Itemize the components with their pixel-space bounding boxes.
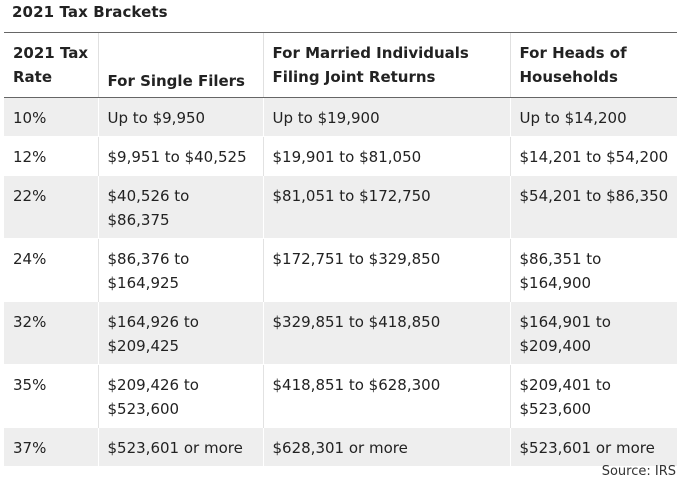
head-cell: $209,401 to $523,600 — [509, 364, 677, 428]
table-header-row: 2021 Tax Rate For Single Filers For Marr… — [4, 32, 677, 98]
married-cell: $81,051 to $172,750 — [262, 175, 510, 239]
married-cell: $418,851 to $628,300 — [262, 364, 510, 428]
table-row: 37% $523,601 or more $628,301 or more $5… — [4, 427, 677, 467]
head-cell: Up to $14,200 — [509, 97, 677, 137]
single-cell: $164,926 to $209,425 — [97, 301, 263, 365]
married-cell: $628,301 or more — [262, 427, 510, 467]
head-cell: $523,601 or more — [509, 427, 677, 467]
single-cell: Up to $9,950 — [97, 97, 263, 137]
table-row: 10% Up to $9,950 Up to $19,900 Up to $14… — [4, 97, 677, 137]
single-cell: $40,526 to $86,375 — [97, 175, 263, 239]
head-cell: $54,201 to $86,350 — [509, 175, 677, 239]
header-single-filers: For Single Filers — [97, 32, 263, 98]
rate-cell: 12% — [13, 148, 47, 166]
table-row: 35% $209,426 to $523,600 $418,851 to $62… — [4, 364, 677, 428]
married-cell: $19,901 to $81,050 — [262, 136, 510, 176]
head-cell: $14,201 to $54,200 — [509, 136, 677, 176]
rate-cell: 35% — [13, 376, 47, 394]
single-cell: $86,376 to $164,925 — [97, 238, 263, 302]
source-note: Source: IRS — [601, 464, 676, 479]
rate-cell: 32% — [4, 301, 98, 365]
header-tax-rate: 2021 Tax Rate — [4, 32, 98, 98]
single-cell: $209,426 to $523,600 — [97, 364, 263, 428]
married-cell: $329,851 to $418,850 — [262, 301, 510, 365]
rate-cell: 10% — [4, 97, 98, 137]
single-cell: $9,951 to $40,525 — [97, 136, 263, 176]
header-married-joint: For Married Individuals Filing Joint Ret… — [262, 32, 510, 98]
page-title: 2021 Tax Brackets — [12, 3, 168, 21]
rate-cell: 37% — [4, 427, 98, 467]
head-cell: $86,351 to $164,900 — [509, 238, 677, 302]
head-cell: $164,901 to $209,400 — [509, 301, 677, 365]
header-heads-of-households: For Heads of Households — [509, 32, 677, 98]
table-row: 12% $9,951 to $40,525 $19,901 to $81,050… — [4, 136, 677, 176]
married-cell: Up to $19,900 — [262, 97, 510, 137]
table-row: 22% $40,526 to $86,375 $81,051 to $172,7… — [4, 175, 677, 239]
married-cell: $172,751 to $329,850 — [262, 238, 510, 302]
rate-cell: 22% — [4, 175, 98, 239]
single-cell: $523,601 or more — [97, 427, 263, 467]
table-row: 24% $86,376 to $164,925 $172,751 to $329… — [4, 238, 677, 302]
table-row: 32% $164,926 to $209,425 $329,851 to $41… — [4, 301, 677, 365]
tax-brackets-table: 2021 Tax Rate For Single Filers For Marr… — [4, 32, 677, 467]
rate-cell: 24% — [13, 250, 47, 268]
